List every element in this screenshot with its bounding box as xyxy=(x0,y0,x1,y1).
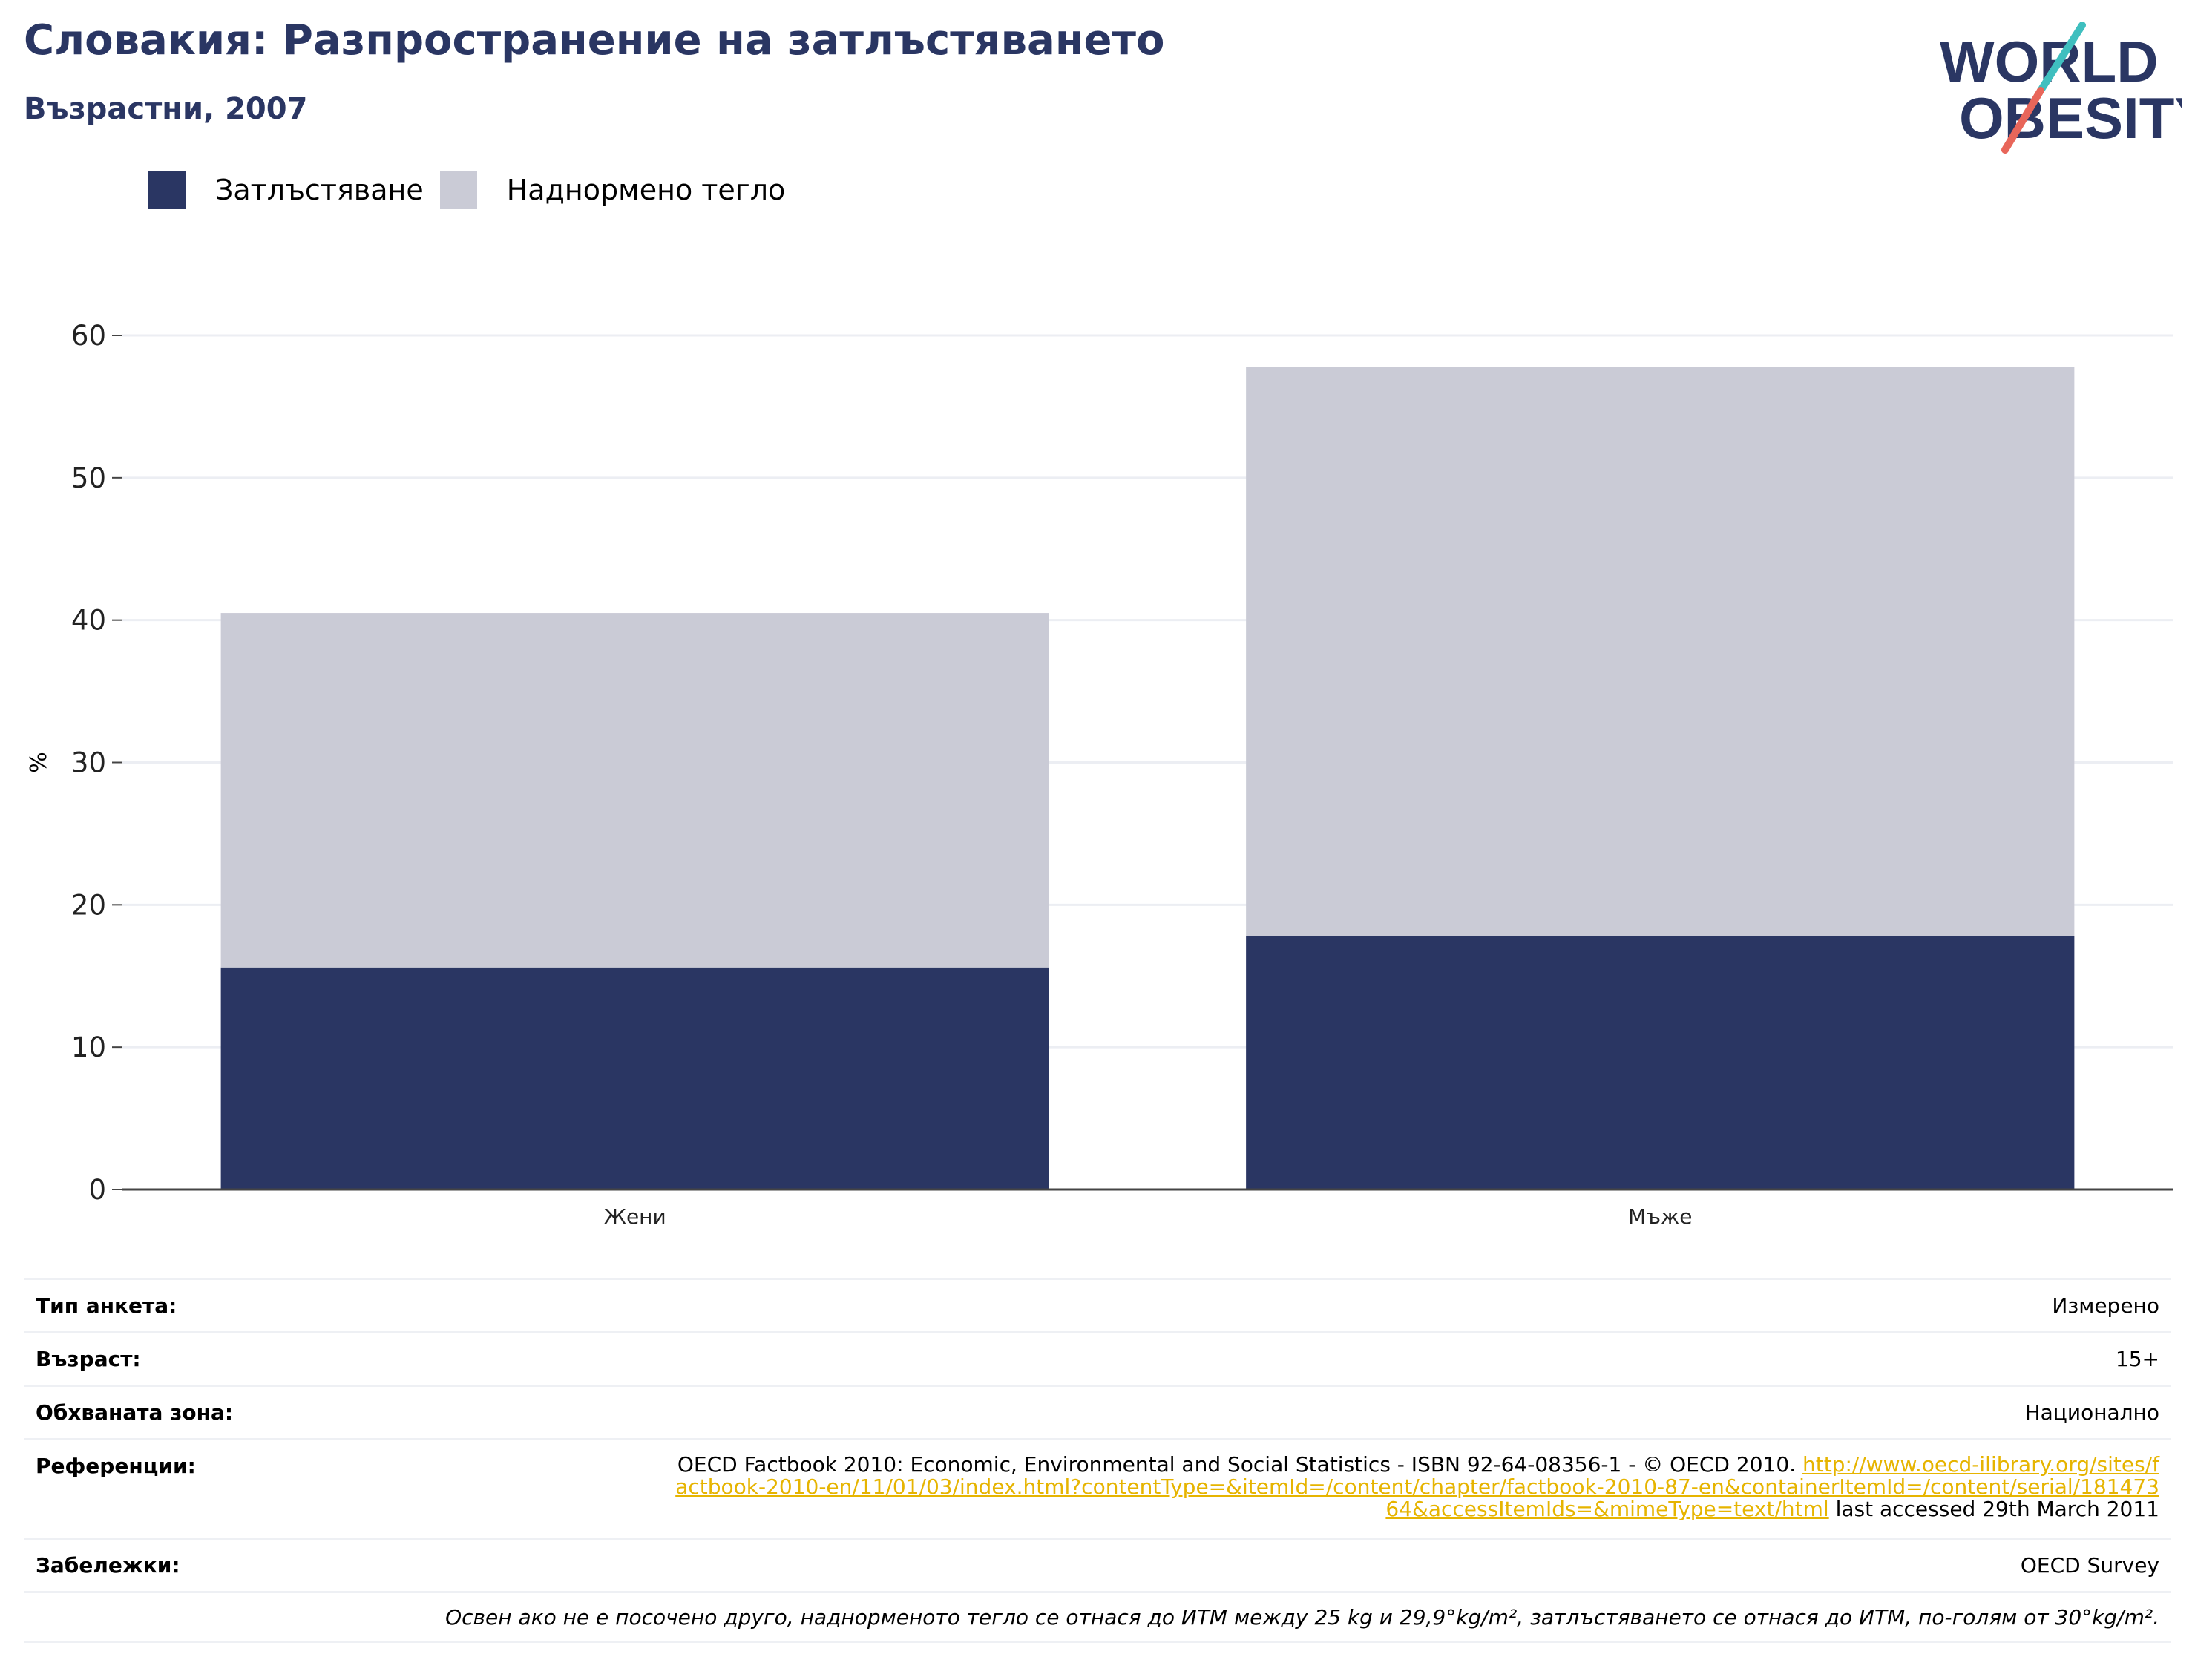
y-tick-label: 60 xyxy=(71,320,106,352)
chart-subtitle: Възрастни, 2007 xyxy=(24,92,308,126)
x-tick-label: Мъже xyxy=(1628,1204,1692,1229)
legend-swatch-overweight xyxy=(439,171,477,209)
y-tick-label: 30 xyxy=(71,747,106,779)
meta-survey-type-value: Измерено xyxy=(2052,1293,2159,1318)
bar-obesity-1[interactable] xyxy=(1246,936,2075,1190)
y-tick-label: 0 xyxy=(88,1174,106,1206)
meta-notes-label: Забележки: xyxy=(36,1553,180,1578)
meta-references-label: Референции: xyxy=(36,1454,196,1478)
chart-metadata-table: Тип анкета: Измерено Възраст: 15+ Обхван… xyxy=(24,1278,2171,1643)
legend-item-obesity[interactable]: Затлъстяване xyxy=(148,171,424,209)
legend-label-obesity: Затлъстяване xyxy=(215,174,424,206)
chart-title: Словакия: Разпространение на затлъстяван… xyxy=(24,16,1165,65)
meta-area-label: Обхваната зона: xyxy=(36,1400,234,1425)
chart-legend: Затлъстяване Наднормено тегло xyxy=(148,168,801,212)
bar-obesity-0[interactable] xyxy=(220,967,1049,1190)
logo-word-obesity: OBESITY xyxy=(1959,85,2182,151)
x-tick-label: Жени xyxy=(604,1204,666,1229)
meta-row-survey-type: Тип анкета: Измерено xyxy=(24,1278,2171,1331)
y-tick-label: 40 xyxy=(71,605,106,637)
logo-slash-coral xyxy=(2001,87,2044,154)
legend-swatch-obesity xyxy=(148,171,186,209)
references-link[interactable]: http://www.oecd-ilibrary.org/sites/factb… xyxy=(675,1452,2159,1521)
bar-overweight-0[interactable] xyxy=(220,613,1049,968)
meta-references-value: OECD Factbook 2010: Economic, Environmen… xyxy=(675,1454,2159,1520)
meta-row-references: Референции: OECD Factbook 2010: Economic… xyxy=(24,1438,2171,1538)
logo-word-world: WORLD xyxy=(1940,29,2159,94)
meta-notes-value: OECD Survey xyxy=(2020,1553,2159,1578)
y-axis-ticks: 0 10 20 30 40 50 60 xyxy=(71,320,122,1206)
meta-survey-type-label: Тип анкета: xyxy=(36,1293,177,1318)
y-tick-label: 10 xyxy=(71,1031,106,1063)
meta-row-age: Възраст: 15+ xyxy=(24,1331,2171,1385)
x-axis-ticks: Жени Мъже xyxy=(604,1204,1693,1229)
world-obesity-logo[interactable]: WORLD OBESITY xyxy=(1937,21,2182,154)
chart-bars xyxy=(220,367,2075,1190)
meta-row-footnote: Освен ако не е посочено друго, наднормен… xyxy=(24,1591,2171,1643)
meta-area-value: Национално xyxy=(2024,1400,2159,1425)
stacked-bar-chart: 0 10 20 30 40 50 60 % Жени Мъже xyxy=(26,320,2173,1229)
bar-overweight-1[interactable] xyxy=(1246,367,2075,936)
references-text: OECD Factbook 2010: Economic, Environmen… xyxy=(677,1452,1797,1477)
meta-row-notes: Забележки: OECD Survey xyxy=(24,1538,2171,1591)
legend-label-overweight: Наднормено тегло xyxy=(506,174,786,206)
references-accessed: last accessed 29th March 2011 xyxy=(1835,1497,2159,1521)
y-tick-label: 20 xyxy=(71,889,106,921)
logo-slash-teal xyxy=(2037,22,2086,94)
meta-age-label: Възраст: xyxy=(36,1347,141,1371)
meta-age-value: 15+ xyxy=(2115,1347,2159,1371)
meta-footnote: Освен ако не е посочено друго, наднормен… xyxy=(445,1604,2159,1630)
legend-item-overweight[interactable]: Наднормено тегло xyxy=(439,171,786,209)
y-tick-label: 50 xyxy=(71,462,106,494)
y-axis-label: % xyxy=(26,752,52,773)
meta-row-area: Обхваната зона: Национално xyxy=(24,1385,2171,1438)
